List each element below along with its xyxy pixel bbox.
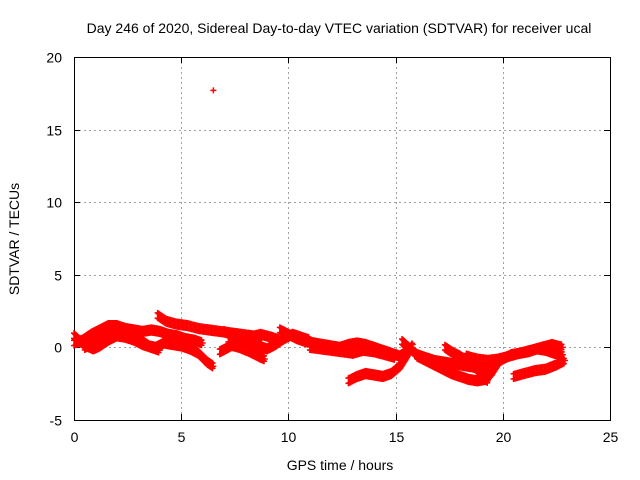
y-tick-label: 15 (46, 123, 62, 139)
y-tick-label: 0 (54, 340, 62, 356)
data-point (261, 356, 268, 363)
data-point (560, 360, 567, 367)
data-point (209, 360, 216, 367)
data-point (484, 377, 491, 384)
data-point (561, 357, 568, 364)
data-point (559, 344, 566, 351)
y-tick-label: 5 (54, 268, 62, 284)
x-tick-label: 0 (71, 429, 79, 445)
x-tick-label: 15 (389, 429, 405, 445)
data-point (199, 340, 206, 347)
chart-title: Day 246 of 2020, Sidereal Day-to-day VTE… (87, 20, 592, 36)
x-tick-label: 25 (603, 429, 619, 445)
y-tick-label: 20 (46, 50, 62, 66)
data-point (210, 363, 217, 370)
data-marks (71, 87, 568, 387)
y-tick-label: 10 (46, 195, 62, 211)
data-point (198, 337, 205, 344)
x-tick-label: 5 (178, 429, 186, 445)
data-point (392, 354, 399, 361)
y-tick-label: -5 (50, 413, 63, 429)
x-axis-label: GPS time / hours (287, 457, 394, 473)
x-tick-label: 20 (496, 429, 512, 445)
plot-frame (74, 57, 611, 421)
axis-ticks: 0 5 10 15 20 25 -5 0 5 10 15 20 (46, 50, 618, 446)
data-point (261, 353, 268, 360)
x-tick-label: 10 (281, 429, 297, 445)
grid (74, 57, 610, 420)
outlier-point (210, 87, 217, 94)
y-axis-label: SDTVAR / TECUs (6, 183, 22, 295)
